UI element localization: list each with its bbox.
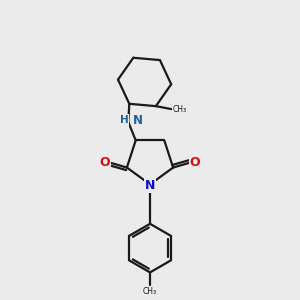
Text: N: N <box>133 114 143 127</box>
Text: H: H <box>119 116 128 125</box>
Text: CH₃: CH₃ <box>173 105 187 114</box>
Text: O: O <box>100 156 110 169</box>
Text: CH₃: CH₃ <box>143 287 157 296</box>
Text: O: O <box>190 156 200 169</box>
Text: N: N <box>145 179 155 192</box>
